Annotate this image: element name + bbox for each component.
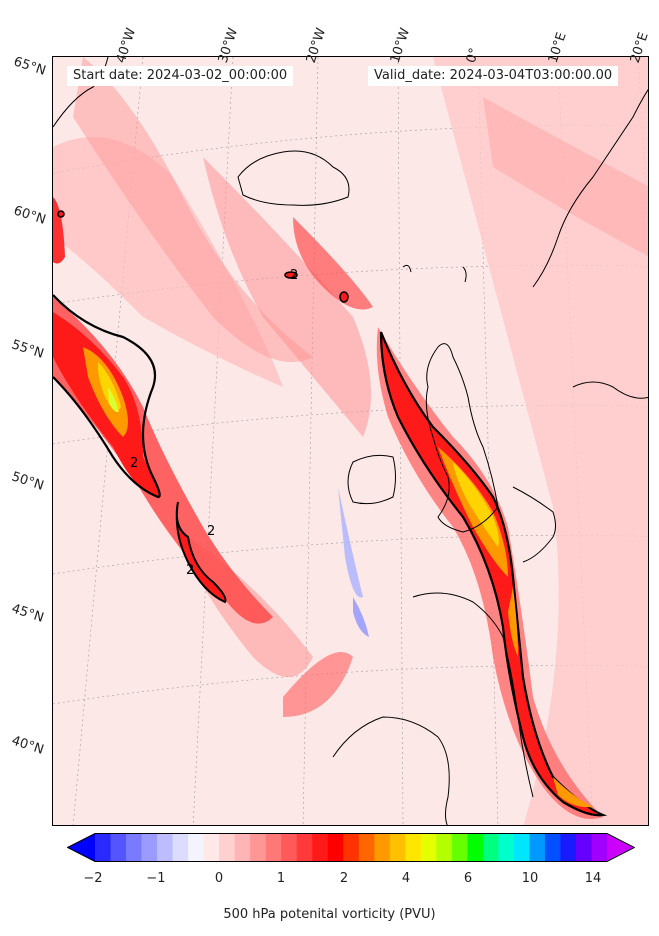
colorbar-cell [95,833,111,862]
colorbar-cell [482,833,499,862]
colorbar-tick: 2 [339,871,349,886]
colorbar-label: 500 hPa potenital vorticity (PVU) [223,907,436,922]
lat-label-45n: 45°N [9,601,46,626]
colorbar-cell [575,833,592,862]
western-pv-streak [53,294,273,624]
colorbar-cell [343,833,360,862]
map-panel: 2 2 2 2 [52,56,649,826]
colorbar-cell [389,833,406,862]
colorbar-cell [591,833,608,862]
lat-label-65n: 65°N [11,54,48,79]
colorbar-cell [281,833,298,862]
colorbar-cell [250,833,267,862]
colorbar-tick: 6 [463,871,473,886]
colorbar-tick: 14 [584,871,602,886]
colorbar-cell [203,833,220,862]
colorbar-cell [327,833,344,862]
colorbar-tick: 0 [214,871,224,886]
colorbar-cell [358,833,375,862]
pv-field: 2 2 2 2 [53,57,648,825]
colorbar-cell [265,833,282,862]
colorbar-cell [141,833,158,862]
lat-label-50n: 50°N [9,469,46,494]
colorbar-cell [544,833,561,862]
colorbar-cell [436,833,453,862]
colorbar-cell [529,833,546,862]
colorbar-cell [420,833,437,862]
colorbar-tick: −1 [146,871,166,886]
colorbar-cell [126,833,142,862]
valid-date-label: Valid_date: 2024-03-04T03:00:00.00 [368,66,619,86]
colorbar [67,833,635,862]
colorbar-extend-high [607,833,635,862]
small-pv-contours [57,210,349,303]
colorbar-cell [296,833,313,862]
colorbar-cell [157,833,173,862]
colorbar-tick: 4 [401,871,411,886]
lat-label-40n: 40°N [9,733,46,758]
colorbar-cell [451,833,468,862]
colorbar-tick: 1 [276,871,286,886]
colorbar-cell [312,833,329,862]
contour-label: 2 [186,563,194,578]
colorbar-cell [498,833,515,862]
contour-label: 2 [207,524,215,539]
colorbar-cell [219,833,236,862]
colorbar-cell [188,833,205,862]
colorbar-cell [405,833,422,862]
colorbar-cell [467,833,484,862]
colorbar-tick: −2 [83,871,103,886]
colorbar-cell [374,833,391,862]
contour-label: 2 [130,456,138,471]
colorbar-cell [513,833,530,862]
contour-label: 2 [290,268,298,283]
lat-label-60n: 60°N [11,203,48,228]
colorbar-tick: 10 [521,871,539,886]
colorbar-cell [172,833,189,862]
start-date-label: Start date: 2024-03-02_00:00:00 [67,66,294,86]
colorbar-cell [560,833,577,862]
eastern-pv-streak [376,327,608,819]
lat-label-55n: 55°N [9,337,46,362]
colorbar-cell [234,833,251,862]
colorbar-extend-low [67,833,95,862]
colorbar-cell [110,833,127,862]
